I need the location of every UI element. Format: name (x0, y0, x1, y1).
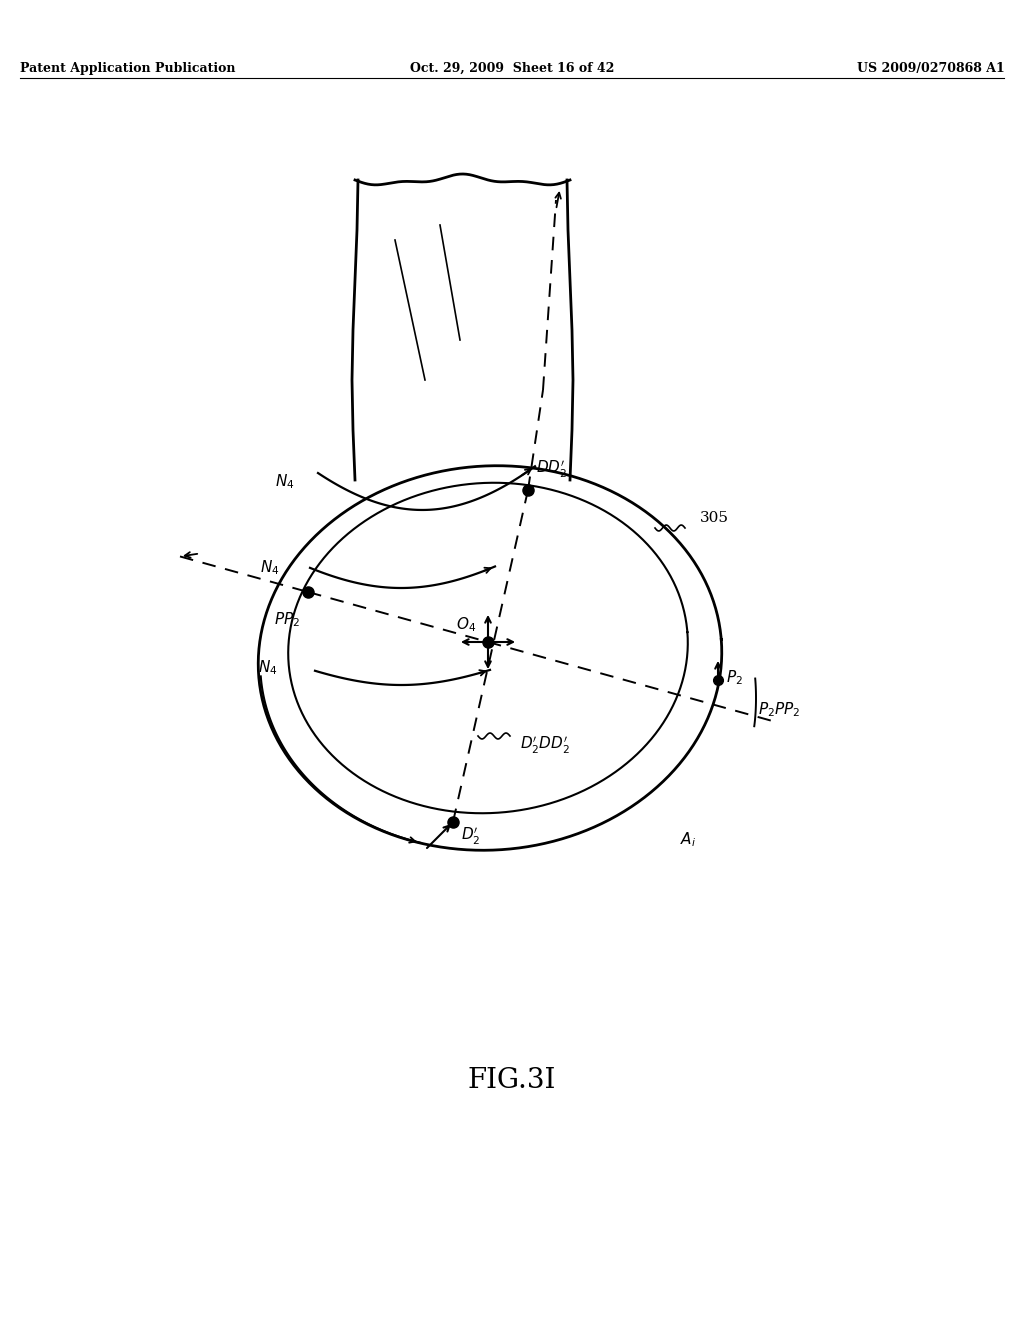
Text: $A_i$: $A_i$ (680, 830, 696, 849)
Text: $O_4$: $O_4$ (456, 615, 476, 634)
Text: $DD_2'$: $DD_2'$ (536, 459, 567, 480)
Text: Patent Application Publication: Patent Application Publication (20, 62, 236, 75)
Text: $D_2'$: $D_2'$ (461, 826, 480, 847)
Text: $P_2$: $P_2$ (726, 669, 742, 688)
Text: Oct. 29, 2009  Sheet 16 of 42: Oct. 29, 2009 Sheet 16 of 42 (410, 62, 614, 75)
Text: $PP_2$: $PP_2$ (274, 610, 300, 628)
Text: $P_2PP_2$: $P_2PP_2$ (758, 701, 801, 719)
Text: 305: 305 (700, 511, 729, 525)
Text: $N_4$: $N_4$ (258, 659, 278, 677)
Text: $N_4$: $N_4$ (275, 473, 295, 491)
Text: FIG.3I: FIG.3I (468, 1067, 556, 1093)
Text: $D_2'DD_2'$: $D_2'DD_2'$ (520, 734, 570, 755)
Text: US 2009/0270868 A1: US 2009/0270868 A1 (857, 62, 1005, 75)
Text: $N_4$: $N_4$ (260, 558, 280, 577)
